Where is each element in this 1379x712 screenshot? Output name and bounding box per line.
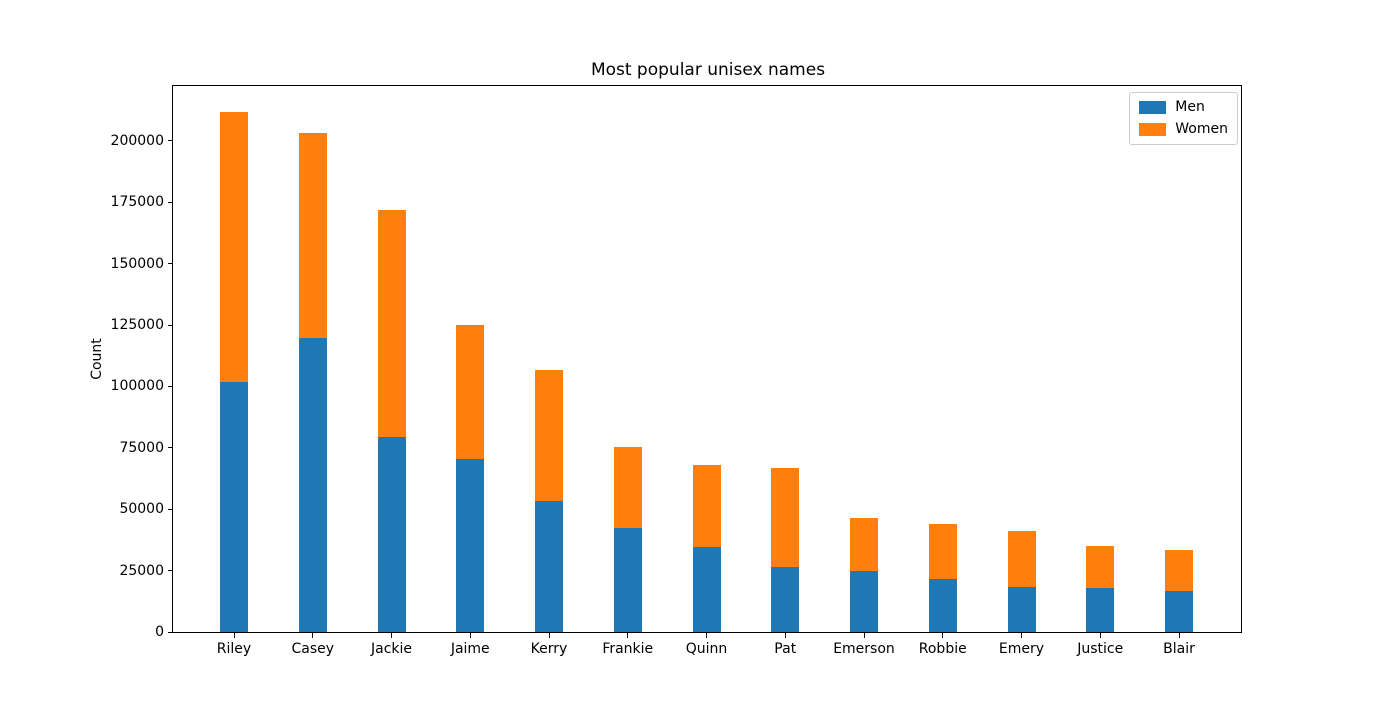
- x-tick-label-pat: Pat: [774, 641, 797, 657]
- women-series-label: Women: [1175, 121, 1228, 137]
- x-tick-label-robbie: Robbie: [918, 641, 967, 657]
- y-tick-label: 200000: [110, 132, 164, 149]
- bar-segment-women-frankie: [613, 447, 642, 529]
- bar-segment-men-quinn: [692, 547, 721, 632]
- bar-segment-men-casey: [298, 338, 327, 632]
- men-series-label: Men: [1175, 99, 1205, 115]
- y-tick-mark: [168, 140, 173, 142]
- bar-segment-women-blair: [1165, 550, 1193, 592]
- x-tick-mark: [784, 633, 786, 638]
- plot-area: Men Women: [172, 85, 1242, 633]
- x-tick-mark: [1178, 633, 1180, 638]
- bar-segment-men-jaime: [456, 458, 485, 632]
- bar-segment-women-emery: [1007, 531, 1036, 588]
- y-tick-label: 50000: [119, 501, 164, 518]
- bar-segment-men-robbie: [928, 578, 957, 632]
- x-tick-label-justice: Justice: [1077, 641, 1124, 657]
- x-tick-mark: [1099, 633, 1101, 638]
- bar-segment-women-justice: [1086, 546, 1115, 589]
- y-tick-label: 175000: [110, 194, 164, 211]
- bar-segment-women-casey: [298, 132, 327, 339]
- x-tick-label-emery: Emery: [998, 641, 1045, 657]
- x-tick-label-riley: Riley: [216, 641, 252, 657]
- x-tick-mark: [1021, 633, 1022, 638]
- bar-segment-women-pat: [771, 467, 800, 567]
- bar-segment-women-jackie: [377, 210, 406, 438]
- y-tick-label: 125000: [110, 317, 164, 334]
- bar-segment-men-pat: [771, 566, 800, 632]
- x-tick-mark: [627, 633, 629, 638]
- y-tick-mark: [168, 385, 173, 387]
- y-tick-mark: [168, 631, 173, 633]
- bar-segment-women-robbie: [928, 523, 957, 579]
- x-tick-label-frankie: Frankie: [602, 641, 654, 657]
- y-tick-mark: [168, 263, 173, 265]
- y-tick-mark: [168, 447, 173, 449]
- x-tick-mark: [391, 633, 392, 638]
- bar-segment-men-riley: [220, 381, 248, 632]
- x-tick-mark: [863, 633, 865, 638]
- bar-segment-men-kerry: [535, 501, 563, 632]
- x-tick-label-jackie: Jackie: [370, 641, 412, 657]
- men-series-swatch: [1139, 101, 1167, 114]
- bar-segment-women-emerson: [850, 518, 878, 571]
- y-tick-mark: [168, 508, 173, 510]
- x-tick-label-casey: Casey: [291, 641, 335, 657]
- x-tick-label-quinn: Quinn: [685, 641, 728, 657]
- legend-item-men: Men: [1139, 100, 1228, 115]
- y-tick-label: 25000: [119, 562, 164, 579]
- y-tick-label: 75000: [119, 439, 164, 456]
- x-tick-label-jaime: Jaime: [450, 641, 490, 657]
- x-tick-label-kerry: Kerry: [530, 641, 568, 657]
- x-tick-mark: [233, 633, 235, 638]
- x-tick-label-blair: Blair: [1163, 641, 1195, 657]
- y-tick-mark: [168, 324, 173, 326]
- bar-segment-men-emery: [1007, 587, 1036, 632]
- bar-segment-men-frankie: [613, 528, 642, 632]
- y-tick-mark: [168, 201, 173, 203]
- bar-segment-men-blair: [1165, 591, 1193, 632]
- x-tick-label-emerson: Emerson: [833, 641, 895, 657]
- y-axis-label: Count: [89, 338, 105, 380]
- bar-segment-men-jackie: [377, 437, 406, 632]
- chart-title: Most popular unisex names: [590, 60, 826, 80]
- legend: Men Women: [1129, 92, 1238, 145]
- legend-item-women: Women: [1139, 122, 1228, 137]
- x-tick-mark: [312, 633, 314, 638]
- bar-segment-women-kerry: [535, 369, 563, 502]
- x-tick-mark: [548, 633, 550, 638]
- bar-segment-men-emerson: [850, 570, 878, 632]
- y-tick-label: 100000: [110, 378, 164, 395]
- y-tick-mark: [168, 570, 173, 572]
- x-tick-mark: [942, 633, 944, 638]
- x-tick-mark: [469, 633, 471, 638]
- bar-segment-men-justice: [1086, 588, 1115, 632]
- y-tick-label: 0: [155, 624, 164, 640]
- women-series-swatch: [1139, 123, 1167, 136]
- x-tick-mark: [706, 633, 707, 638]
- bar-segment-women-jaime: [456, 325, 485, 459]
- bar-segment-women-riley: [220, 112, 248, 382]
- bar-segment-women-quinn: [692, 465, 721, 548]
- y-tick-label: 150000: [110, 255, 164, 272]
